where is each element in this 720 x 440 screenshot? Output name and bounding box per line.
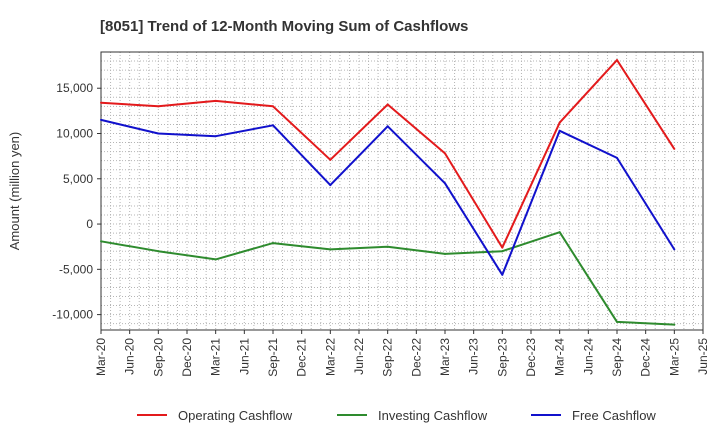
data-point	[214, 258, 217, 261]
data-point	[501, 273, 504, 276]
data-point	[444, 152, 446, 155]
data-point	[616, 156, 618, 159]
x-tick-label: Dec-23	[524, 338, 538, 377]
x-tick-label: Jun-24	[581, 338, 595, 375]
legend: Operating Cashflow Investing Cashflow Free…	[137, 408, 656, 423]
data-point	[673, 248, 676, 251]
data-point	[386, 245, 389, 248]
data-point	[100, 240, 102, 243]
y-tick-label: -5,000	[59, 262, 93, 276]
x-tick-label: Dec-24	[639, 338, 653, 377]
y-tick-label: 0	[86, 217, 93, 231]
data-point	[100, 118, 102, 121]
x-tick-label: Jun-22	[352, 338, 366, 375]
data-point	[558, 121, 561, 124]
y-tick-label: 15,000	[56, 81, 93, 95]
data-point	[558, 231, 561, 234]
x-tick-label: Mar-20	[94, 338, 108, 376]
data-point	[673, 147, 676, 150]
data-point	[272, 105, 274, 108]
x-tick-label: Sep-22	[381, 338, 395, 377]
data-point	[386, 125, 389, 128]
y-tick-label: -10,000	[52, 308, 93, 322]
data-point	[329, 158, 332, 161]
data-point	[558, 129, 561, 132]
data-point	[157, 105, 160, 108]
data-point	[214, 135, 217, 138]
data-point	[272, 242, 274, 245]
x-tick-label: Dec-22	[409, 338, 423, 377]
data-point	[272, 124, 274, 127]
x-tick-label: Mar-23	[438, 338, 452, 376]
x-tick-label: Dec-21	[295, 338, 309, 377]
data-point	[616, 59, 618, 62]
y-tick-label: 10,000	[56, 126, 93, 140]
data-point	[616, 320, 618, 323]
x-tick-label: Jun-21	[237, 338, 251, 375]
x-tick-label: Mar-24	[553, 338, 567, 376]
x-tick-label: Dec-20	[180, 338, 194, 377]
y-axis-label: Amount (million yen)	[7, 132, 22, 251]
data-point	[329, 248, 332, 251]
chart-title: [8051] Trend of 12-Month Moving Sum of C…	[100, 18, 468, 35]
legend-label: Investing Cashflow	[378, 408, 488, 423]
data-point	[214, 99, 217, 102]
x-tick-label: Mar-22	[323, 338, 337, 376]
x-ticks: Mar-20 Jun-20 Sep-20 Dec-20 Mar-21 Jun-21 Sep-…	[94, 330, 710, 377]
x-tick-label: Jun-20	[123, 338, 137, 375]
series-lines	[100, 59, 676, 326]
x-tick-label: Jun-25	[696, 338, 710, 375]
data-point	[501, 250, 504, 253]
legend-label: Operating Cashflow	[178, 408, 293, 423]
x-tick-label: Sep-23	[495, 338, 509, 377]
data-point	[329, 184, 332, 187]
data-point	[673, 323, 676, 326]
data-point	[501, 246, 504, 249]
x-tick-label: Sep-20	[151, 338, 165, 377]
series-line	[100, 118, 676, 276]
y-tick-label: 5,000	[63, 172, 93, 186]
x-tick-label: Mar-21	[209, 338, 223, 376]
data-point	[386, 103, 389, 106]
x-tick-label: Sep-24	[610, 338, 624, 377]
grid	[100, 51, 704, 330]
plot-frame	[100, 51, 704, 331]
x-tick-label: Mar-25	[667, 338, 681, 376]
data-point	[100, 101, 102, 104]
data-point	[444, 252, 446, 255]
legend-label: Free Cashflow	[572, 408, 656, 423]
data-point	[157, 250, 160, 253]
x-tick-label: Jun-23	[467, 338, 481, 375]
data-point	[157, 132, 160, 135]
y-ticks: -10,000 -5,000 0 5,000 10,000 15,000	[52, 81, 101, 322]
x-tick-label: Sep-21	[266, 338, 280, 377]
data-point	[444, 182, 446, 185]
